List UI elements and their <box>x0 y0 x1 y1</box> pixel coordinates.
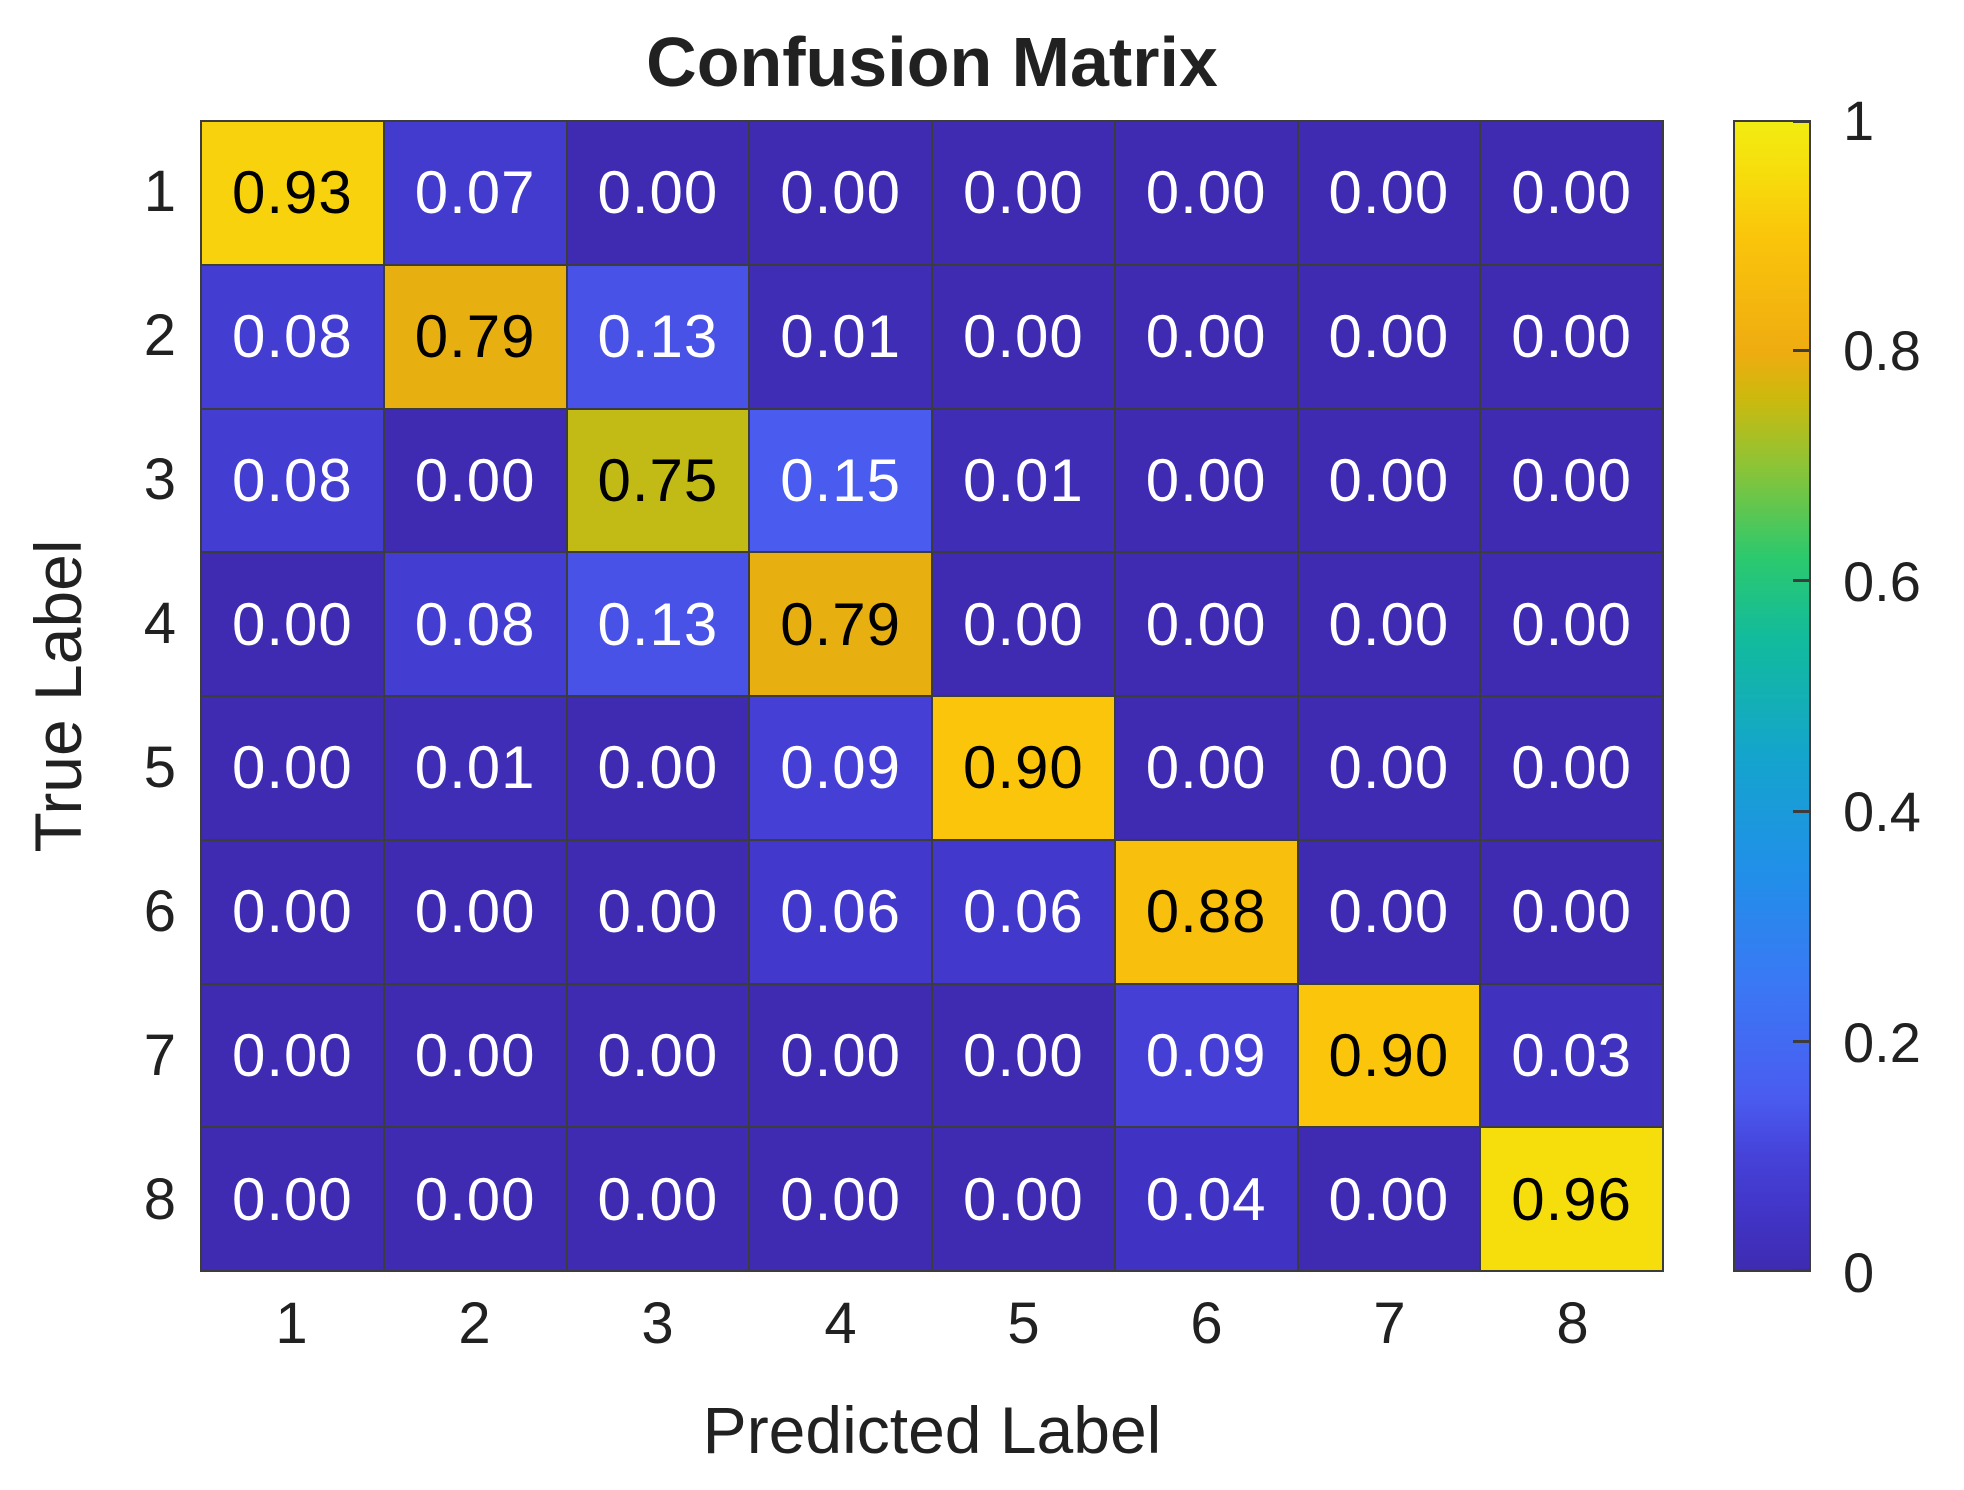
matrix-cell: 0.75 <box>567 409 749 552</box>
matrix-cell: 0.00 <box>750 1128 931 1270</box>
matrix-cell: 0.00 <box>1481 840 1662 983</box>
matrix-cell: 0.88 <box>1115 840 1297 983</box>
matrix-cell: 0.00 <box>384 409 566 552</box>
y-tick-label: 5 <box>143 735 176 800</box>
matrix-cell: 0.00 <box>1481 553 1662 695</box>
matrix-cell: 0.00 <box>384 1128 566 1270</box>
colorbar-tick-label: 0.2 <box>1843 1010 1921 1074</box>
matrix-cell: 0.00 <box>567 1128 749 1270</box>
colorbar-tick-mark <box>1793 1269 1809 1272</box>
colorbar-tick-label: 0.8 <box>1843 319 1921 383</box>
matrix-cell: 0.93 <box>202 122 383 264</box>
x-tick-label: 6 <box>1190 1291 1223 1356</box>
matrix-cell: 0.00 <box>384 840 566 983</box>
matrix-cell: 0.00 <box>1481 265 1662 408</box>
y-tick-label: 7 <box>143 1023 176 1088</box>
matrix-cell: 0.90 <box>1298 984 1480 1127</box>
matrix-cell: 0.79 <box>384 265 566 408</box>
matrix-cell: 0.96 <box>1481 1128 1662 1270</box>
y-tick-label: 1 <box>143 159 176 224</box>
matrix-cell: 0.06 <box>750 840 931 983</box>
y-tick-label: 8 <box>143 1167 176 1232</box>
matrix-cell: 0.08 <box>202 409 383 552</box>
chart-title: Confusion Matrix <box>646 23 1218 101</box>
matrix-cell: 0.00 <box>933 122 1114 264</box>
matrix-cell: 0.09 <box>1115 984 1297 1127</box>
matrix-cell: 0.00 <box>1298 840 1480 983</box>
colorbar-tick-label: 0 <box>1843 1241 1875 1304</box>
matrix-cell: 0.00 <box>384 984 566 1127</box>
matrix-cell: 0.00 <box>1115 697 1297 839</box>
matrix-cell: 0.00 <box>1481 697 1662 839</box>
matrix-cell: 0.00 <box>1298 697 1480 839</box>
matrix-cell: 0.00 <box>1115 122 1297 264</box>
x-tick-label: 4 <box>824 1291 857 1356</box>
matrix-cell: 0.00 <box>202 984 383 1127</box>
x-tick-label: 8 <box>1556 1291 1589 1356</box>
matrix-cell: 0.13 <box>567 553 749 695</box>
x-tick-label: 2 <box>458 1291 491 1356</box>
matrix-cell: 0.00 <box>1298 1128 1480 1270</box>
matrix-cell: 0.00 <box>202 553 383 695</box>
x-tick-label: 5 <box>1007 1291 1040 1356</box>
matrix-cell: 0.00 <box>202 1128 383 1270</box>
matrix-cell: 0.00 <box>1115 265 1297 408</box>
matrix-cell: 0.90 <box>933 697 1114 839</box>
matrix-cell: 0.00 <box>1298 122 1480 264</box>
matrix-cell: 0.79 <box>750 553 931 695</box>
colorbar-tick-mark <box>1793 348 1809 352</box>
matrix-cell: 0.09 <box>750 697 931 839</box>
colorbar <box>1733 120 1811 1272</box>
matrix-cell: 0.00 <box>1115 553 1297 695</box>
matrix-cell: 0.00 <box>1298 409 1480 552</box>
matrix-cell: 0.03 <box>1481 984 1662 1127</box>
matrix-cell: 0.13 <box>567 265 749 408</box>
matrix-cell: 0.00 <box>933 1128 1114 1270</box>
colorbar-tick-mark <box>1793 579 1809 583</box>
matrix-cell: 0.15 <box>750 409 931 552</box>
matrix-cell: 0.01 <box>384 697 566 839</box>
colorbar-tick-label: 0.4 <box>1843 780 1921 844</box>
colorbar-tick-mark <box>1793 120 1809 123</box>
matrix-cell: 0.08 <box>202 265 383 408</box>
colorbar-tick-mark <box>1793 809 1809 813</box>
x-axis-title: Predicted Label <box>702 1393 1162 1467</box>
matrix-cell: 0.00 <box>202 840 383 983</box>
matrix-cell: 0.00 <box>567 984 749 1127</box>
y-tick-label: 3 <box>143 447 176 512</box>
colorbar-tick-label: 0.6 <box>1843 549 1921 613</box>
matrix-cell: 0.00 <box>1298 553 1480 695</box>
colorbar-tick-mark <box>1793 1040 1809 1044</box>
matrix-cell: 0.00 <box>933 553 1114 695</box>
y-axis-title: True Label <box>21 539 95 853</box>
matrix-cell: 0.04 <box>1115 1128 1297 1270</box>
x-tick-label: 1 <box>275 1291 308 1356</box>
matrix-cell: 0.06 <box>933 840 1114 983</box>
matrix-cell: 0.00 <box>1481 409 1662 552</box>
matrix-cell: 0.00 <box>567 840 749 983</box>
matrix-cell: 0.00 <box>1481 122 1662 264</box>
matrix-cell: 0.00 <box>933 265 1114 408</box>
matrix-cell: 0.00 <box>1115 409 1297 552</box>
y-tick-label: 2 <box>143 303 176 368</box>
matrix-cell: 0.00 <box>1298 265 1480 408</box>
matrix-cell: 0.01 <box>750 265 931 408</box>
x-tick-label: 7 <box>1373 1291 1406 1356</box>
y-tick-label: 4 <box>143 591 176 656</box>
colorbar-tick-label: 1 <box>1843 89 1875 152</box>
y-tick-label: 6 <box>143 879 176 944</box>
matrix-cell: 0.00 <box>933 984 1114 1127</box>
matrix-cell: 0.08 <box>384 553 566 695</box>
matrix-cell: 0.00 <box>567 697 749 839</box>
x-tick-label: 3 <box>641 1291 674 1356</box>
heatmap-grid: 0.93 0.07 0.00 0.00 0.00 0.00 0.00 0.00 0.08 0.79… <box>200 120 1664 1272</box>
matrix-cell: 0.00 <box>750 122 931 264</box>
matrix-cell: 0.07 <box>384 122 566 264</box>
matrix-cell: 0.00 <box>567 122 749 264</box>
matrix-cell: 0.00 <box>202 697 383 839</box>
matrix-cell: 0.00 <box>750 984 931 1127</box>
matrix-cell: 0.01 <box>933 409 1114 552</box>
